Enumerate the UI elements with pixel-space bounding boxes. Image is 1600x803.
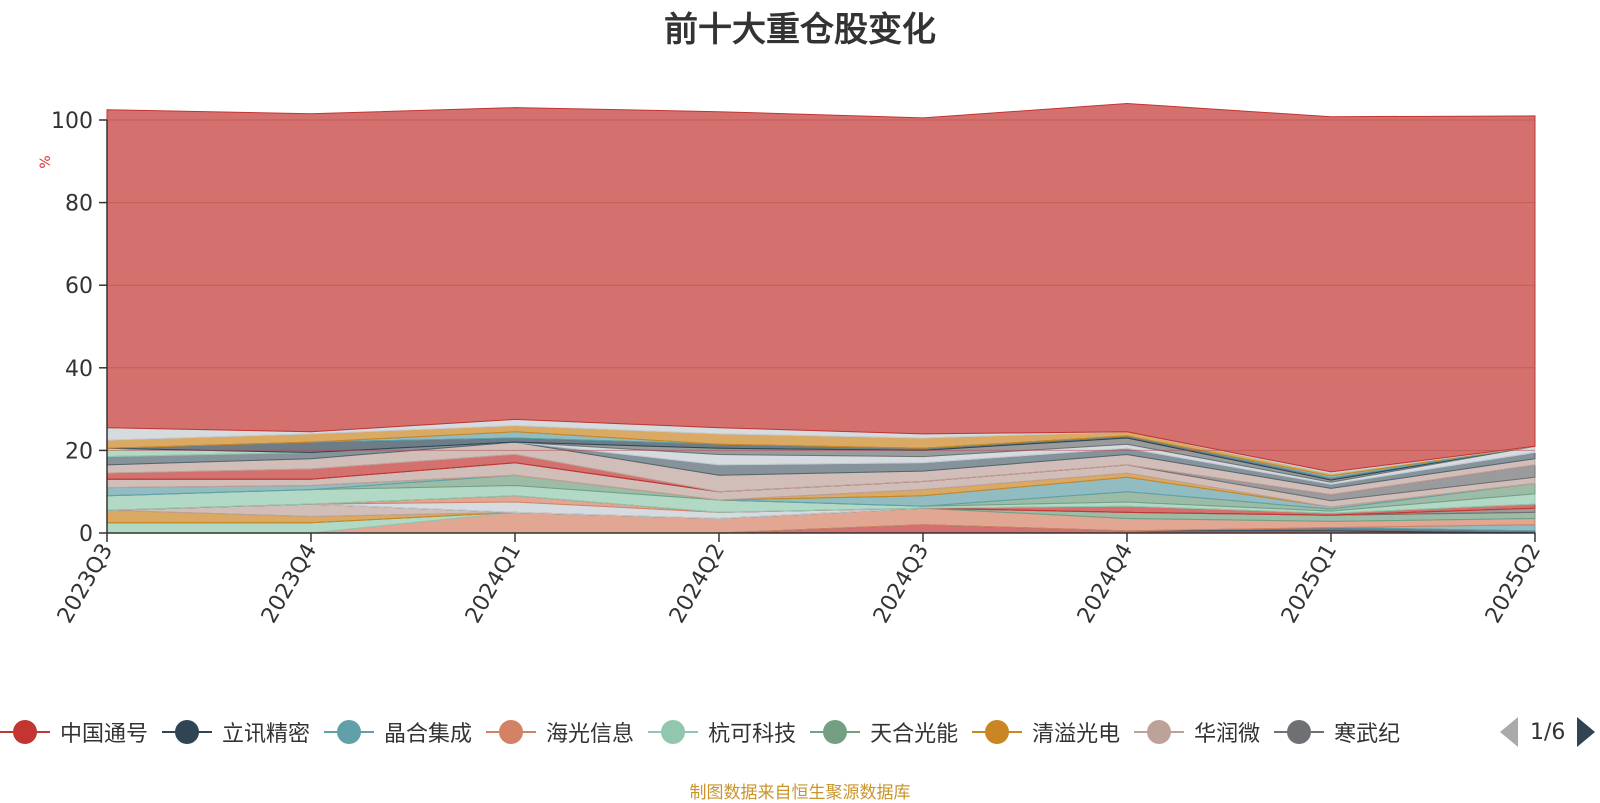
legend-item[interactable]: 中国通号 xyxy=(0,712,148,752)
legend-item[interactable]: 海光信息 xyxy=(486,712,634,752)
legend-label: 清溢光电 xyxy=(1032,722,1121,747)
legend-item[interactable]: 立讯精密 xyxy=(162,712,310,752)
x-tick-label: 2025Q2 xyxy=(1481,540,1546,628)
legend-label: 中国通号 xyxy=(60,722,149,747)
y-tick-label: 100 xyxy=(51,109,93,134)
legend-item[interactable]: 华润微 xyxy=(1134,712,1260,752)
legend-pager: 1/6 xyxy=(1500,712,1596,752)
y-tick-label: 40 xyxy=(65,357,93,382)
grid-lines xyxy=(107,119,1535,451)
chart-title: 前十大重仓股变化 xyxy=(664,10,936,50)
legend-marker-icon xyxy=(162,719,213,745)
legend: 中国通号 立讯精密 晶合集成 海光信息 杭可科技 天合光能 清溢光电 华润微 寒武纪 1/6 xyxy=(0,712,1600,752)
legend-label: 杭可科技 xyxy=(708,722,797,747)
x-tick-label: 2023Q4 xyxy=(257,540,322,628)
legend-marker-icon xyxy=(648,719,699,745)
legend-item[interactable]: 杭可科技 xyxy=(648,712,796,752)
legend-label: 华润微 xyxy=(1194,722,1261,747)
x-tick-label: 2024Q3 xyxy=(869,540,934,628)
legend-label: 海光信息 xyxy=(546,722,635,747)
legend-item[interactable]: 清溢光电 xyxy=(972,712,1120,752)
series-areas xyxy=(106,102,1536,534)
y-tick-label: 20 xyxy=(65,439,93,464)
x-tick-label: 2024Q2 xyxy=(665,540,730,628)
legend-page-indicator: 1/6 xyxy=(1530,719,1566,745)
y-tick-label: 80 xyxy=(65,192,93,217)
legend-label: 寒武纪 xyxy=(1334,722,1401,747)
x-tick-label: 2025Q1 xyxy=(1277,540,1342,628)
legend-prev-page-icon[interactable] xyxy=(1500,717,1518,747)
legend-marker-icon xyxy=(1274,719,1325,745)
legend-items: 中国通号 立讯精密 晶合集成 海光信息 杭可科技 天合光能 清溢光电 华润微 寒武纪 xyxy=(0,712,1480,752)
legend-marker-icon xyxy=(0,719,50,745)
legend-marker-icon xyxy=(972,719,1023,745)
legend-next-page-icon[interactable] xyxy=(1577,717,1596,747)
data-source-note: 制图数据来自恒生聚源数据库 xyxy=(689,783,911,803)
legend-item[interactable]: 天合光能 xyxy=(810,712,958,752)
legend-item[interactable]: 晶合集成 xyxy=(324,712,472,752)
y-unit-label: % xyxy=(38,155,54,168)
legend-label: 天合光能 xyxy=(870,722,959,747)
x-tick-label: 2023Q3 xyxy=(53,540,118,628)
legend-marker-icon xyxy=(810,719,861,745)
y-tick-label: 0 xyxy=(79,522,93,547)
x-tick-label: 2024Q1 xyxy=(461,540,526,628)
legend-marker-icon xyxy=(324,719,375,745)
legend-marker-icon xyxy=(1134,719,1185,745)
y-tick-label: 60 xyxy=(65,274,93,299)
legend-marker-icon xyxy=(486,719,537,745)
x-tick-label: 2024Q4 xyxy=(1073,540,1138,628)
legend-label: 立讯精密 xyxy=(222,722,311,747)
legend-item[interactable]: 寒武纪 xyxy=(1274,712,1400,752)
area-series-30 xyxy=(106,102,1536,473)
stacked-area-chart: 0 20 40 60 80 100 2023Q3 2023Q4 2024Q1 2024Q2 2024… xyxy=(38,102,1546,628)
legend-label: 晶合集成 xyxy=(384,722,473,747)
